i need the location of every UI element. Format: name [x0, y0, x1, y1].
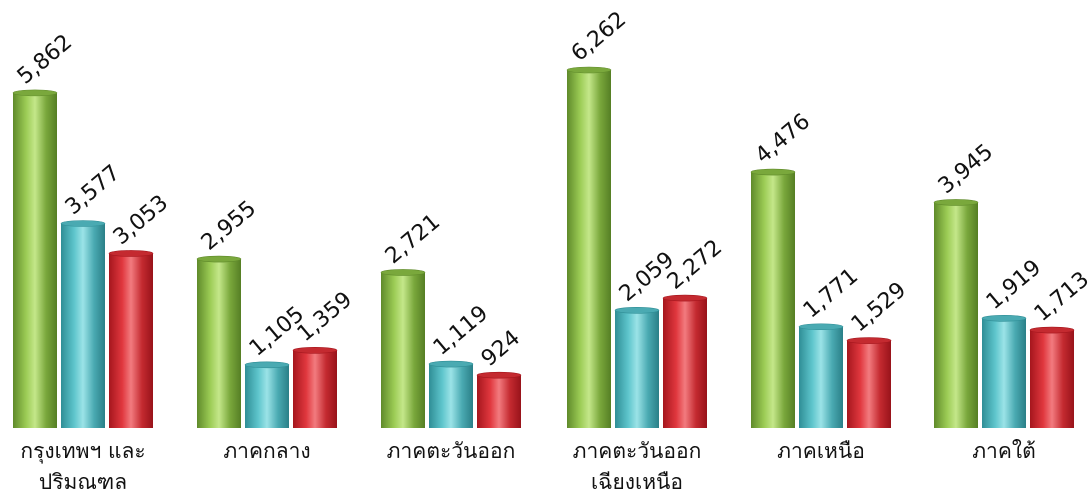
bar-cap-teal-4 — [798, 323, 844, 331]
bar-teal-4 — [799, 326, 843, 428]
category-label-3: ภาคตะวันออก — [573, 439, 702, 463]
bar-green-4 — [751, 172, 795, 428]
value-label-teal-0: 3,577 — [61, 160, 125, 220]
value-label-green-3: 6,262 — [567, 7, 631, 67]
category-label-3-line-1: เฉียงเหนือ — [591, 470, 683, 494]
bars-layer — [12, 66, 1075, 428]
bar-cap-green-3 — [566, 66, 612, 74]
category-label-4: ภาคเหนือ — [777, 439, 865, 463]
category-label-0: กรุงเทพฯ และ — [20, 439, 145, 464]
bar-cap-teal-1 — [244, 361, 290, 369]
bar-red-3 — [663, 298, 707, 428]
bar-red-4 — [847, 340, 891, 428]
value-label-green-4: 4,476 — [751, 109, 815, 169]
category-label-2: ภาคตะวันออก — [387, 439, 516, 463]
bar-cap-red-5 — [1029, 326, 1075, 334]
bar-green-1 — [197, 259, 241, 428]
value-label-green-5: 3,945 — [934, 139, 998, 199]
bar-cap-red-3 — [662, 294, 708, 302]
bar-cap-teal-0 — [60, 220, 106, 227]
bar-cap-green-0 — [12, 89, 58, 97]
value-label-red-2: 924 — [477, 326, 525, 372]
value-label-red-0: 3,053 — [109, 190, 173, 250]
bar-cap-green-1 — [196, 255, 242, 263]
bar-cap-red-2 — [476, 371, 522, 379]
bar-teal-2 — [429, 364, 473, 428]
bar-green-3 — [567, 70, 611, 428]
bar-cap-teal-2 — [428, 360, 474, 368]
bar-teal-0 — [61, 223, 105, 428]
bar-green-0 — [13, 92, 57, 428]
bar-cap-red-1 — [292, 347, 338, 354]
bar-cap-teal-3 — [614, 306, 660, 314]
category-label-1: ภาคกลาง — [223, 439, 310, 463]
bar-teal-3 — [615, 310, 659, 428]
value-label-green-1: 2,955 — [197, 196, 261, 256]
category-label-5: ภาคใต้ — [972, 439, 1036, 463]
bar-teal-1 — [245, 364, 289, 428]
bar-cap-red-0 — [108, 250, 154, 257]
value-label-green-0: 5,862 — [13, 30, 77, 90]
bar-red-0 — [109, 253, 153, 428]
bar-cap-green-2 — [380, 269, 426, 276]
bar-green-5 — [934, 202, 978, 428]
bar-red-1 — [293, 350, 337, 428]
value-label-green-2: 2,721 — [381, 209, 445, 269]
bar-teal-5 — [982, 318, 1026, 428]
bar-red-5 — [1030, 330, 1074, 428]
category-label-0-line-1: ปริมณฑล — [39, 470, 127, 494]
bar-cap-green-4 — [750, 168, 796, 176]
bar-cap-green-5 — [933, 199, 979, 206]
bar-cap-red-4 — [846, 337, 892, 344]
bar-green-2 — [381, 272, 425, 428]
bar-red-2 — [477, 375, 521, 428]
bar-cap-teal-5 — [981, 314, 1027, 322]
